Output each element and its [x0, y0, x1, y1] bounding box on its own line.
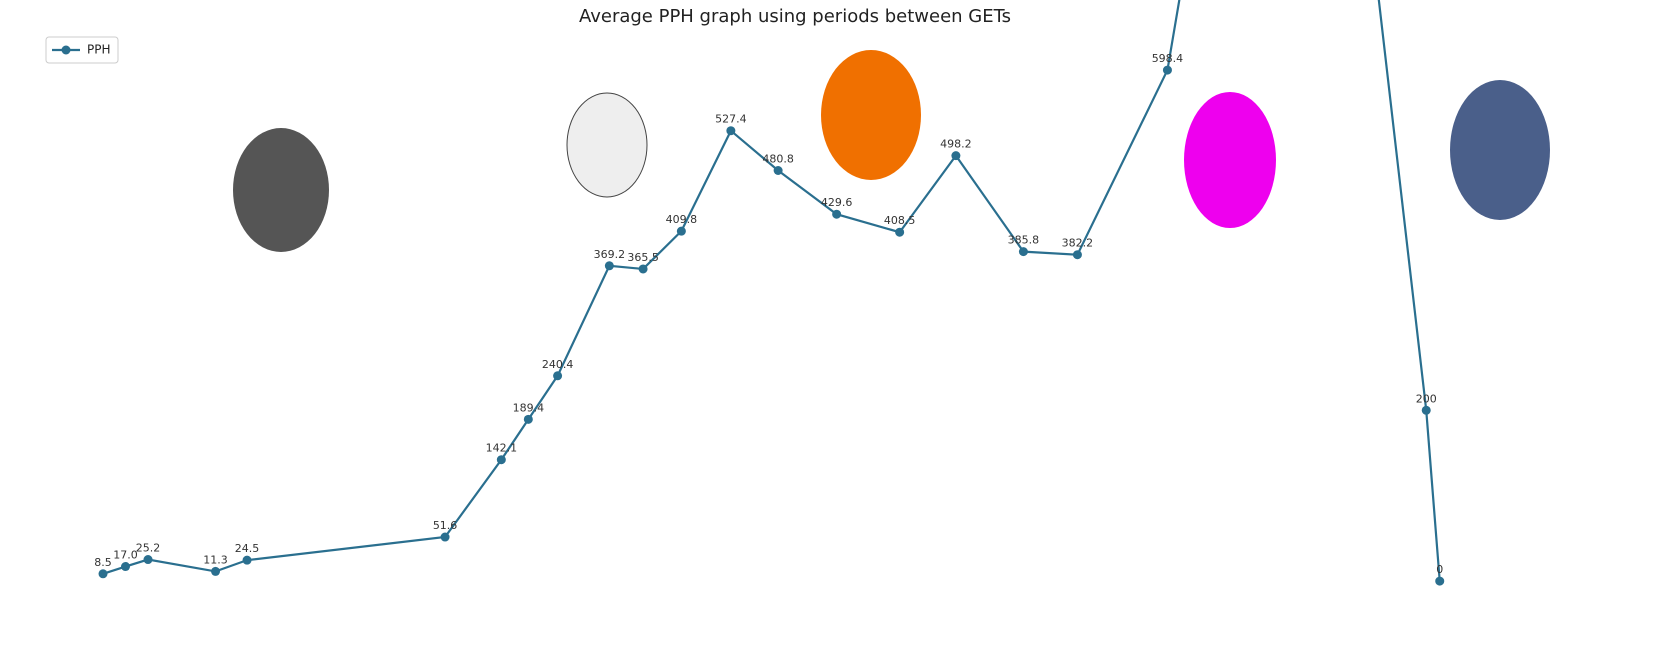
face-image [233, 128, 329, 252]
data-label: 17.0 [113, 549, 138, 562]
data-label: 408.5 [884, 214, 916, 227]
face-image [1450, 80, 1550, 220]
data-point [726, 126, 736, 136]
decorations [233, 50, 1550, 252]
data-label: 25.2 [136, 542, 161, 555]
data-point [242, 555, 252, 565]
data-label: 480.8 [762, 153, 794, 166]
data-label: 8.5 [94, 556, 112, 569]
data-label: 11.3 [203, 553, 228, 566]
data-label: 527.4 [715, 113, 747, 126]
data-point [496, 455, 506, 465]
data-point [1162, 65, 1172, 75]
data-point [1421, 405, 1431, 415]
data-point [553, 371, 563, 381]
face-image [821, 50, 921, 180]
legend-box [45, 36, 119, 64]
data-point [143, 555, 153, 565]
data-label: 142.1 [486, 442, 518, 455]
data-point [1018, 247, 1028, 257]
data-label: 200 [1416, 392, 1437, 405]
data-label: 429.6 [821, 196, 853, 209]
data-point [951, 151, 961, 161]
face-image [1184, 92, 1276, 228]
data-label: 365.5 [627, 251, 659, 264]
data-label: 240.4 [542, 358, 574, 371]
data-point [98, 569, 108, 579]
data-label: 382.2 [1062, 237, 1094, 250]
chart-title: Average PPH graph using periods between … [579, 6, 1011, 27]
data-point [121, 562, 131, 572]
data-label: 385.8 [1008, 234, 1040, 247]
data-point [211, 566, 221, 576]
data-label: 369.2 [594, 248, 626, 261]
data-label: 189.4 [513, 401, 545, 414]
series-line [102, 0, 1441, 582]
data-point [773, 166, 783, 176]
data-label: 51.6 [433, 519, 458, 532]
data-label: 409.8 [666, 213, 698, 226]
data-point [676, 226, 686, 236]
legend-marker [61, 45, 71, 55]
face-image [566, 92, 648, 198]
data-point [1072, 250, 1082, 260]
data-label: 24.5 [235, 542, 260, 555]
data-label: 598.4 [1152, 52, 1184, 65]
data-point [523, 414, 533, 424]
data-point [832, 209, 842, 219]
data-point [440, 532, 450, 542]
legend-label: PPH [87, 43, 111, 57]
data-label: 0 [1436, 563, 1443, 576]
data-point [604, 261, 614, 271]
data-label: 498.2 [940, 138, 972, 151]
data-point [638, 264, 648, 274]
data-point [1435, 576, 1445, 586]
data-point [895, 227, 905, 237]
